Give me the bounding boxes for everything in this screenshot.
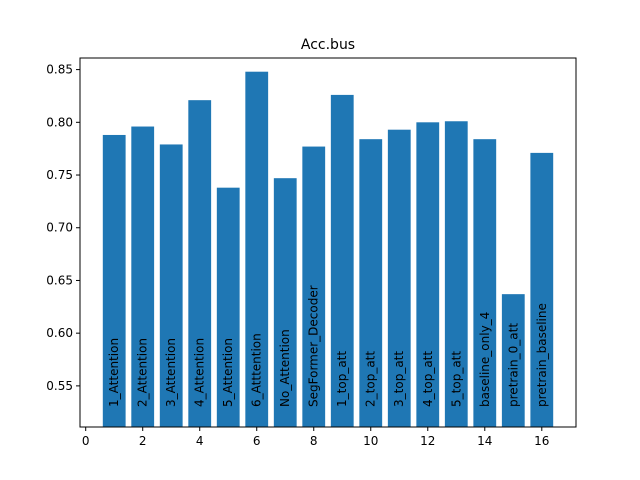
bar-3_top_att xyxy=(387,129,411,428)
x-tick-label: 2 xyxy=(139,434,147,448)
x-tick-label: 4 xyxy=(196,434,204,448)
bar-label: pretrain_baseline xyxy=(535,303,549,407)
bar-5_top_att xyxy=(444,121,468,427)
bar-label: baseline_only_4 xyxy=(478,312,492,407)
y-tick-label: 0.75 xyxy=(46,168,73,182)
bar-label: 5_Attention xyxy=(221,338,235,407)
chart-title: Acc.bus xyxy=(301,37,355,53)
x-tick-label: 0 xyxy=(82,434,90,448)
bar-labels-layer: 1_Attention 2_Attention 3_Attention 4_Atten… xyxy=(107,285,549,407)
bar-baseline_only_4 xyxy=(473,139,497,427)
bar-label: No_Attention xyxy=(278,329,292,407)
bar-label: 1_Attention xyxy=(107,338,121,407)
x-tick-label: 14 xyxy=(477,434,492,448)
y-tick-label: 0.80 xyxy=(46,115,73,129)
bar-2_top_att xyxy=(359,139,383,427)
bar-6_Atttention xyxy=(245,71,269,427)
bar-2_Attention xyxy=(131,126,155,428)
bar-label: 2_Attention xyxy=(136,338,150,407)
bar-label: SegFormer_Decoder xyxy=(307,285,321,407)
bar-label: 6_Atttention xyxy=(250,333,264,407)
x-tick-label: 10 xyxy=(363,434,378,448)
bar-No_Attention xyxy=(273,178,297,427)
bar-label: 5_top_att xyxy=(449,351,463,407)
bar-1_top_att xyxy=(330,94,354,428)
y-tick-label: 0.60 xyxy=(46,326,73,340)
bar-4_Attention xyxy=(188,100,212,428)
bar-label: 4_top_att xyxy=(421,351,435,407)
y-tick-label: 0.55 xyxy=(46,379,73,393)
bar-label: 1_top_att xyxy=(335,351,349,407)
bar-5_Attention xyxy=(216,187,240,427)
x-tick-label: 16 xyxy=(534,434,549,448)
x-tick-label: 6 xyxy=(253,434,261,448)
bar-label: 2_top_att xyxy=(364,351,378,407)
bar-pretrain_0_att xyxy=(501,294,525,427)
bars-layer xyxy=(102,71,554,428)
bar-SegFormer_Decoder xyxy=(302,146,326,427)
bar-label: 3_Attention xyxy=(164,338,178,407)
bar-pretrain_baseline xyxy=(530,152,554,427)
bar-3_Attention xyxy=(159,144,183,428)
axes-layer: 0 2 4 6 8 10 12 14 16 0.55 0.60 0.65 0.70 0.75 0.80 0.8… xyxy=(46,57,577,448)
x-tick-label: 8 xyxy=(310,434,318,448)
y-tick-label: 0.85 xyxy=(46,63,73,77)
bar-label: pretrain_0_att xyxy=(506,323,520,407)
bar-1_Attention xyxy=(102,134,126,427)
plot-frame xyxy=(79,57,577,428)
y-tick-label: 0.70 xyxy=(46,221,73,235)
y-tick-label: 0.65 xyxy=(46,273,73,287)
bar-label: 3_top_att xyxy=(392,351,406,407)
bar-label: 4_Attention xyxy=(193,338,207,407)
x-tick-label: 12 xyxy=(420,434,435,448)
bar-4_top_att xyxy=(416,122,440,427)
